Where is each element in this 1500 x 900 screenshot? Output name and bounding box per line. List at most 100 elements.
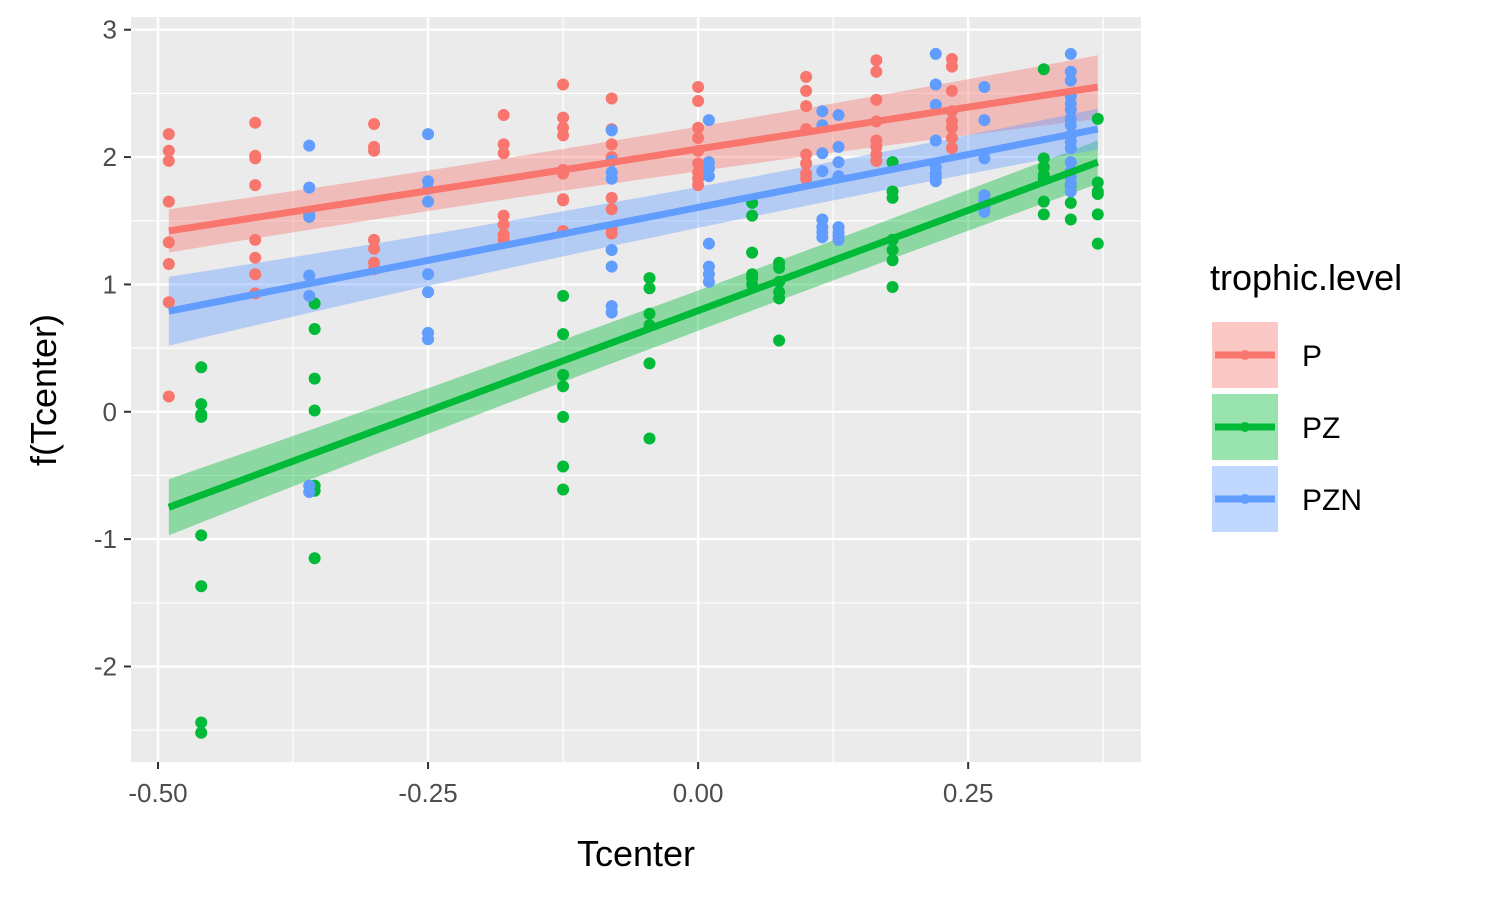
x-tick-label: 0.00 <box>673 778 724 808</box>
legend-label-pzn: PZN <box>1302 484 1362 517</box>
data-point-pz <box>886 191 899 204</box>
data-point-pzn <box>422 268 435 281</box>
data-point-p <box>605 203 618 216</box>
data-point-pzn <box>1064 156 1077 169</box>
data-point-p <box>800 70 813 83</box>
data-point-pz <box>643 307 656 320</box>
data-point-pz <box>195 529 208 542</box>
data-point-p <box>605 227 618 240</box>
y-tick-label: 3 <box>103 15 117 45</box>
data-point-pz <box>1064 213 1077 226</box>
data-point-pz <box>195 361 208 374</box>
data-point-pz <box>308 372 321 385</box>
data-point-pzn <box>929 78 942 91</box>
data-point-pzn <box>702 275 715 288</box>
data-point-pz <box>195 726 208 739</box>
data-point-pz <box>1091 208 1104 221</box>
data-point-p <box>800 172 813 185</box>
data-point-p <box>945 121 958 134</box>
data-point-pzn <box>1064 65 1077 78</box>
data-point-p <box>800 84 813 97</box>
data-point-p <box>870 54 883 67</box>
x-axis-title: Tcenter <box>577 833 695 874</box>
data-point-pz <box>195 398 208 411</box>
y-tick-label: 1 <box>103 269 117 299</box>
data-point-pz <box>886 280 899 293</box>
data-point-pzn <box>1064 142 1077 155</box>
data-point-pz <box>195 716 208 729</box>
data-point-pzn <box>1064 47 1077 60</box>
data-point-pzn <box>1064 185 1077 198</box>
legend-title: trophic.level <box>1210 257 1402 298</box>
data-point-p <box>162 128 175 141</box>
data-point-pzn <box>605 306 618 319</box>
y-axis: -2 -1 0 1 2 3 <box>94 15 131 681</box>
data-point-pz <box>773 261 786 274</box>
data-point-pzn <box>605 244 618 257</box>
data-point-pzn <box>422 195 435 208</box>
legend-label-pz: PZ <box>1302 412 1340 445</box>
y-tick-label: 2 <box>103 142 117 172</box>
data-point-pz <box>557 380 570 393</box>
data-point-pzn <box>929 98 942 111</box>
data-point-pz <box>643 282 656 295</box>
data-point-pzn <box>422 333 435 346</box>
data-point-pzn <box>303 139 316 152</box>
data-point-pzn <box>702 114 715 127</box>
data-point-pzn <box>303 269 316 282</box>
data-point-pzn <box>605 260 618 273</box>
data-point-pzn <box>832 140 845 153</box>
x-tick-label: -0.25 <box>398 778 457 808</box>
data-point-pz <box>643 272 656 285</box>
data-point-pzn <box>422 286 435 299</box>
data-point-pz <box>1091 188 1104 201</box>
data-point-pz <box>1091 237 1104 250</box>
plot-panel <box>131 17 1141 762</box>
data-point-p <box>945 131 958 144</box>
data-point-p <box>497 209 510 222</box>
data-point-p <box>692 157 705 170</box>
data-point-p <box>368 242 381 255</box>
data-point-pzn <box>702 170 715 183</box>
data-point-p <box>870 154 883 167</box>
data-point-pzn <box>702 237 715 250</box>
data-point-pzn <box>929 175 942 188</box>
data-point-p <box>249 179 262 192</box>
data-point-p <box>162 195 175 208</box>
data-point-pz <box>1037 208 1050 221</box>
data-point-p <box>368 144 381 157</box>
data-point-pzn <box>978 114 991 127</box>
data-point-p <box>557 78 570 91</box>
data-point-pz <box>195 410 208 423</box>
data-point-pzn <box>605 124 618 137</box>
data-point-pz <box>1037 195 1050 208</box>
y-tick-label: -2 <box>94 651 117 681</box>
data-point-pzn <box>832 233 845 246</box>
data-point-pzn <box>816 105 829 118</box>
data-point-pz <box>557 410 570 423</box>
confidence-band-pzn <box>168 108 1098 346</box>
data-point-p <box>249 251 262 264</box>
x-tick-label: 0.25 <box>943 778 994 808</box>
data-point-p <box>162 154 175 167</box>
data-point-pz <box>557 368 570 381</box>
data-point-pz <box>557 289 570 302</box>
data-point-p <box>497 147 510 160</box>
data-point-p <box>945 84 958 97</box>
data-point-pzn <box>832 156 845 169</box>
data-point-p <box>870 65 883 78</box>
data-point-p <box>605 92 618 105</box>
data-point-p <box>605 191 618 204</box>
data-point-p <box>249 233 262 246</box>
data-point-p <box>800 157 813 170</box>
data-point-pzn <box>422 128 435 141</box>
x-axis: -0.50 -0.25 0.00 0.25 <box>128 762 993 808</box>
data-point-pzn <box>816 231 829 244</box>
data-point-p <box>692 95 705 108</box>
data-point-p <box>368 233 381 246</box>
y-axis-title: f(Tcenter) <box>23 314 64 466</box>
data-point-pzn <box>816 147 829 160</box>
data-point-pzn <box>303 289 316 302</box>
data-point-pz <box>1091 112 1104 125</box>
data-point-pzn <box>929 47 942 60</box>
